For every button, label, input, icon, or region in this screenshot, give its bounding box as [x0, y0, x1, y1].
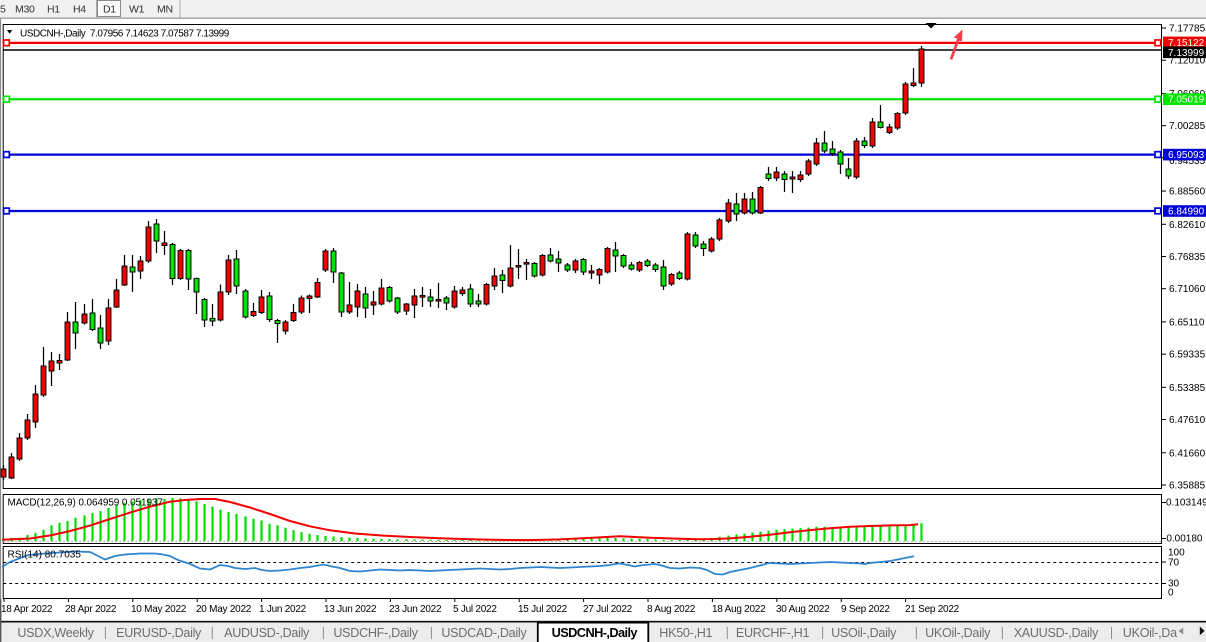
svg-text:M30: M30 [15, 4, 35, 16]
svg-text:|: | [1001, 626, 1004, 640]
svg-text:8 Aug 2022: 8 Aug 2022 [647, 604, 696, 615]
svg-text:30 Aug 2022: 30 Aug 2022 [776, 604, 830, 615]
svg-text:5: 5 [0, 4, 6, 16]
svg-text:MN: MN [157, 4, 173, 16]
svg-text:27 Jul 2022: 27 Jul 2022 [583, 604, 633, 615]
svg-text:-0.00180: -0.00180 [1163, 534, 1203, 545]
svg-text:|: | [1110, 626, 1113, 640]
svg-text:6.41660: 6.41660 [1169, 448, 1206, 459]
svg-text:EURUSD-,Daily: EURUSD-,Daily [116, 626, 202, 640]
svg-text:RSI(14) 80.7035: RSI(14) 80.7035 [8, 550, 82, 561]
svg-text:18 Apr 2022: 18 Apr 2022 [1, 604, 53, 615]
svg-text:MACD(12,26,9) 0.064959 0.05193: MACD(12,26,9) 0.064959 0.051937 [8, 498, 164, 509]
svg-text:20 May 2022: 20 May 2022 [196, 604, 252, 615]
svg-text:6.53385: 6.53385 [1169, 383, 1206, 394]
svg-text:7.15122: 7.15122 [1168, 38, 1205, 49]
svg-text:|: | [104, 626, 107, 640]
svg-text:USOil-,Daily: USOil-,Daily [831, 626, 897, 640]
svg-text:UKOil-,Daily: UKOil-,Daily [925, 626, 991, 640]
svg-text:H4: H4 [73, 4, 86, 16]
svg-text:7.13999: 7.13999 [1168, 48, 1205, 59]
svg-text:30: 30 [1168, 579, 1180, 590]
svg-text:|: | [915, 626, 918, 640]
svg-text:H1: H1 [47, 4, 60, 16]
svg-text:6.88560: 6.88560 [1169, 187, 1206, 198]
svg-text:6.84990: 6.84990 [1168, 206, 1205, 217]
svg-text:13 Jun 2022: 13 Jun 2022 [324, 604, 377, 615]
svg-text:EURCHF-,H1: EURCHF-,H1 [736, 626, 810, 640]
svg-text:|: | [211, 626, 214, 640]
svg-text:0: 0 [1168, 588, 1174, 599]
svg-text:7.17785: 7.17785 [1169, 24, 1206, 35]
svg-text:10 May 2022: 10 May 2022 [131, 604, 187, 615]
svg-text:70: 70 [1168, 558, 1180, 569]
svg-text:USDCNH-,Daily: USDCNH-,Daily [552, 625, 639, 640]
svg-text:XAUUSD-,Daily: XAUUSD-,Daily [1014, 626, 1099, 640]
svg-text:D1: D1 [103, 4, 116, 16]
svg-text:6.94535: 6.94535 [1169, 156, 1206, 167]
svg-text:6.65110: 6.65110 [1169, 317, 1205, 328]
svg-text:|: | [322, 626, 325, 640]
svg-text:HK50-,H1: HK50-,H1 [659, 626, 712, 640]
svg-text:6.95093: 6.95093 [1168, 150, 1205, 161]
svg-text:9 Sep 2022: 9 Sep 2022 [841, 604, 890, 615]
svg-text:UKOil-,Da: UKOil-,Da [1123, 626, 1177, 640]
svg-text:USDCNH-,Daily 7.07956 7.14623: USDCNH-,Daily 7.07956 7.14623 7.07587 7.… [20, 29, 230, 40]
svg-text:|: | [430, 626, 433, 640]
svg-text:USDCAD-,Daily: USDCAD-,Daily [441, 626, 527, 640]
svg-text:7.05019: 7.05019 [1168, 95, 1205, 106]
svg-text:6.82610: 6.82610 [1169, 220, 1206, 231]
svg-text:6.47610: 6.47610 [1169, 415, 1206, 426]
svg-text:0.103149: 0.103149 [1166, 498, 1206, 509]
svg-text:W1: W1 [129, 4, 145, 16]
svg-text:23 Jun 2022: 23 Jun 2022 [389, 604, 442, 615]
svg-text:18 Aug 2022: 18 Aug 2022 [712, 604, 766, 615]
svg-text:USDX,Weekly: USDX,Weekly [17, 626, 94, 640]
svg-text:7.12010: 7.12010 [1169, 56, 1206, 67]
svg-text:100: 100 [1168, 548, 1185, 559]
svg-text:21 Sep 2022: 21 Sep 2022 [905, 604, 960, 615]
svg-text:AUDUSD-,Daily: AUDUSD-,Daily [224, 626, 310, 640]
svg-text:6.59335: 6.59335 [1169, 350, 1206, 361]
svg-text:6.35885: 6.35885 [1169, 481, 1206, 492]
svg-text:5 Jul 2022: 5 Jul 2022 [453, 604, 497, 615]
svg-text:7.00285: 7.00285 [1169, 121, 1206, 132]
svg-text:28 Apr 2022: 28 Apr 2022 [65, 604, 117, 615]
svg-text:1 Jun 2022: 1 Jun 2022 [259, 604, 307, 615]
svg-text:|: | [821, 626, 824, 640]
svg-text:6.71060: 6.71060 [1169, 284, 1206, 295]
svg-text:15 Jul 2022: 15 Jul 2022 [518, 604, 568, 615]
svg-text:|: | [726, 626, 729, 640]
svg-text:6.76835: 6.76835 [1169, 252, 1206, 263]
svg-text:USDCHF-,Daily: USDCHF-,Daily [333, 626, 418, 640]
